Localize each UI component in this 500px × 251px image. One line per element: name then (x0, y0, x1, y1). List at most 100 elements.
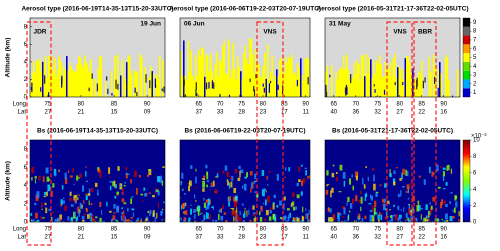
aerosol-layer (217, 76, 220, 97)
bs-signal (385, 208, 387, 211)
bs-signal (188, 180, 192, 187)
bs-signal (240, 169, 244, 174)
y-tick-label: 2 (24, 77, 28, 83)
aerosol-layer (247, 64, 250, 97)
aerosol-speck (262, 83, 264, 87)
bs-signal (64, 205, 67, 211)
bs-signal (381, 198, 385, 203)
lat-tick-label: 27 (45, 110, 52, 116)
aerosol-layer (183, 40, 185, 97)
panel-title: Aerosol type (2016-05-31T21-17-36T22-02-… (316, 6, 468, 13)
bs-signal (120, 215, 124, 221)
aerosol-speck (345, 84, 348, 95)
bs-signal (290, 202, 293, 208)
bs-signal (263, 218, 267, 221)
bs-signal (360, 196, 363, 204)
aerosol-layer (196, 75, 199, 97)
aerosol-layer (52, 70, 55, 97)
aerosol-layer (205, 54, 208, 97)
bs-signal (355, 195, 358, 202)
aerosol-layer (70, 66, 73, 97)
bs-signal (130, 198, 133, 205)
bs-signal (242, 213, 246, 218)
bs-signal (187, 206, 189, 209)
bs-signal (426, 215, 430, 218)
aerosol-layer (383, 76, 386, 97)
aerosol-layer (344, 68, 347, 97)
bs-signal (458, 219, 460, 222)
bs-signal (85, 166, 87, 168)
colorbar-tick-label: 2 (473, 81, 477, 87)
lat-tick-label: 27 (45, 235, 52, 241)
aerosol-layer (448, 79, 450, 97)
bs-signal (347, 196, 350, 202)
bs-signal (328, 218, 331, 222)
bs-signal (67, 216, 70, 221)
bs-signal (148, 169, 152, 176)
lat-tick-label: 15 (111, 110, 118, 116)
bs-signal (127, 207, 129, 212)
panel-title: Aerosol type (2016-06-19T14-35-13T15-20-… (21, 6, 173, 13)
long-label: Long (13, 227, 26, 233)
bs-signal (442, 167, 446, 170)
bs-signal (206, 171, 208, 176)
bs-signal (393, 204, 395, 208)
bs-signal (273, 194, 276, 199)
aerosol-layer (204, 76, 206, 97)
aerosol-layer (136, 71, 139, 97)
bs-signal (379, 184, 382, 186)
x-tick-label: 75 (374, 227, 381, 233)
bs-signal (181, 172, 184, 179)
aerosol-layer (220, 62, 223, 97)
bs-signal (258, 211, 261, 216)
aerosol-speck (30, 87, 33, 90)
aerosol-layer (359, 80, 362, 97)
aerosol-layer (223, 41, 226, 97)
aerosol-layer (235, 79, 238, 97)
aerosol-layer (133, 70, 136, 97)
bs-signal (163, 218, 165, 221)
bs-signal (367, 176, 369, 182)
bs-signal (393, 181, 396, 186)
bs-signal (93, 218, 96, 222)
bs-signal (31, 176, 33, 181)
bs-signal (36, 191, 40, 199)
lat-tick-label: 16 (440, 110, 447, 116)
bs-signal (443, 175, 445, 181)
aerosol-layer (51, 55, 53, 97)
aerosol-layer (382, 76, 384, 97)
bs-signal (90, 188, 94, 193)
bs-signal (305, 170, 307, 176)
bs-signal (293, 217, 297, 222)
aerosol-layer (115, 80, 118, 97)
aerosol-layer (63, 65, 65, 97)
aerosol-speck (350, 74, 352, 84)
aerosol-layer (195, 55, 197, 97)
bs-signal (40, 215, 42, 220)
aerosol-speck (374, 89, 376, 93)
bs-signal (69, 197, 72, 202)
bs-signal (224, 221, 228, 222)
aerosol-layer (90, 59, 92, 97)
bs-signal (373, 183, 376, 191)
bs-signal (181, 188, 184, 191)
bs-signal (276, 205, 279, 208)
aerosol-layer (412, 68, 414, 97)
lat-tick-label: 36 (352, 235, 359, 241)
bs-signal (254, 173, 257, 180)
aerosol-layer (69, 62, 71, 97)
bs-signal (234, 210, 238, 213)
bs-signal (202, 188, 205, 192)
bs-signal (46, 176, 50, 182)
bs-signal (406, 184, 410, 190)
aerosol-layer (46, 77, 49, 97)
bs-signal (300, 164, 303, 167)
aerosol-layer (258, 64, 260, 97)
x-tick-label: 75 (238, 102, 245, 108)
x-tick-label: 90 (144, 227, 151, 233)
aerosol-speck (88, 87, 90, 92)
bs-signal (261, 170, 265, 176)
bs-signal (427, 218, 430, 221)
bs-signal (264, 199, 267, 206)
bs-signal (387, 221, 389, 222)
